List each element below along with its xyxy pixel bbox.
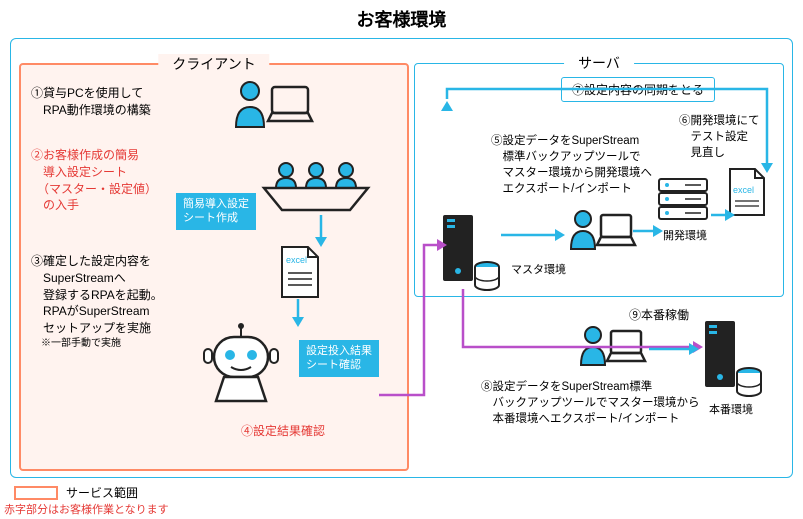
step-2: ②お客様作成の簡易 導入設定シート （マスター・設定値） の入手 (31, 147, 157, 214)
robot-icon (196, 323, 286, 413)
outer-frame: クライアント ①貸与PCを使用して RPA動作環境の構築 ②お客様作成の簡易 導… (10, 38, 793, 478)
person-laptop-icon (226, 77, 316, 135)
sheet-create-tag: 簡易導入設定 シート作成 (176, 193, 256, 230)
step-4: ④設定結果確認 (241, 423, 325, 440)
diagram-title: お客様環境 (0, 0, 803, 38)
arrow-robot-to-master (279, 235, 449, 415)
arrow-pc-to-prod-server (647, 339, 703, 359)
client-title: クライアント (158, 54, 269, 74)
step-1: ①貸与PCを使用して RPA動作環境の構築 (31, 85, 151, 119)
footnote: 赤字部分はお客様作業となります (4, 501, 169, 517)
legend-label: サービス範囲 (66, 484, 138, 501)
meeting-icon (256, 160, 376, 215)
legend-swatch (14, 486, 58, 500)
legend: サービス範囲 (14, 484, 138, 501)
server-title: サーバ (564, 53, 634, 73)
step-3: ③確定した設定内容を SuperStreamへ 登録するRPAを起動。 RPAが… (31, 253, 163, 337)
prod-env-label: 本番環境 (709, 403, 753, 418)
step-3-note: ※一部手動で実施 (31, 337, 121, 351)
step-8: ⑧設定データをSuperStream標準 バックアップツールでマスター環境から … (481, 379, 700, 427)
